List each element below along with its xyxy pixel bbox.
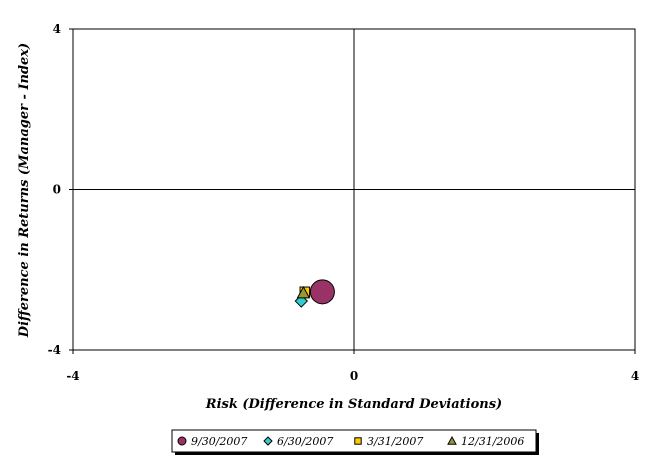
legend-label: 12/31/2006 [461,435,524,448]
legend-marker-diamond [263,436,273,446]
legend-items: 9/30/2007 6/30/2007 3/31/2007 12/31/2006 [177,435,524,448]
x-tick-label: 0 [350,369,358,383]
y-tick-label: -4 [48,343,61,357]
y-tick-label: 4 [53,22,61,36]
x-tick-label: 4 [631,369,639,383]
axes-layer: -4 0 4 4 0 -4 [48,22,640,383]
y-tick-label: 0 [53,183,61,197]
legend: 9/30/2007 6/30/2007 3/31/2007 12/31/2006 [171,429,539,455]
data-point-circle [309,279,335,305]
x-tick-label: -4 [66,369,79,383]
marks-layer [294,279,335,308]
legend-label: 9/30/2007 [191,435,247,448]
legend-marker-circle [177,436,187,446]
data-point-triangle [296,285,311,299]
legend-label: 6/30/2007 [277,435,333,448]
legend-marker-triangle [447,435,457,445]
y-axis-title: Difference in Returns (Manager - Index) [17,43,32,338]
x-axis-title: Risk (Difference in Standard Deviations) [205,397,502,412]
legend-label: 3/31/2007 [367,435,423,448]
legend-box [171,429,537,453]
legend-marker-square [354,437,362,445]
